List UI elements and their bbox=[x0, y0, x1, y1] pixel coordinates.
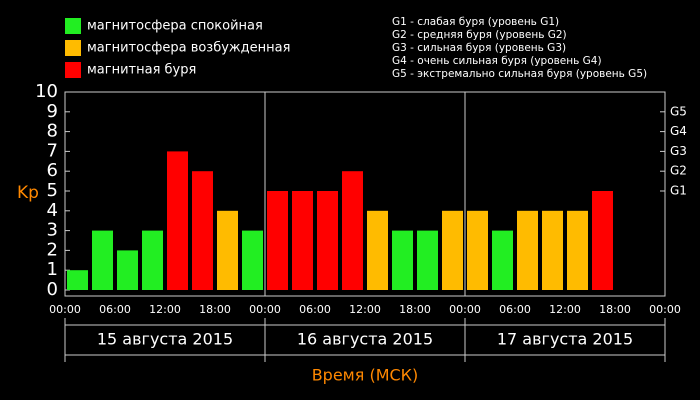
x-tick-label: 18:00 bbox=[399, 303, 431, 316]
x-tick-label: 00:00 bbox=[249, 303, 281, 316]
y2-tick-label: G3 bbox=[670, 144, 687, 158]
legend-swatch bbox=[65, 18, 81, 34]
y-tick-label: 0 bbox=[47, 279, 58, 300]
bar bbox=[467, 210, 488, 290]
y-tick-label: 9 bbox=[47, 101, 58, 122]
bar bbox=[417, 230, 438, 290]
y-tick-label: 4 bbox=[47, 200, 58, 221]
bar bbox=[167, 151, 188, 290]
y-tick-label: 6 bbox=[47, 160, 58, 181]
x-tick-label: 00:00 bbox=[449, 303, 481, 316]
bar bbox=[142, 230, 163, 290]
storm-level-note: G2 - средняя буря (уровень G2) bbox=[392, 29, 567, 41]
y-tick-label: 3 bbox=[47, 220, 58, 241]
bar bbox=[367, 210, 388, 290]
plot-frame bbox=[64, 91, 666, 297]
x-tick-label: 12:00 bbox=[149, 303, 181, 316]
y2-tick-label: G1 bbox=[670, 184, 687, 198]
bar bbox=[442, 210, 463, 290]
bar bbox=[92, 230, 113, 290]
bar bbox=[492, 230, 513, 290]
bar bbox=[242, 230, 263, 290]
bar bbox=[592, 191, 613, 290]
bar bbox=[67, 270, 88, 290]
y-axis-label: Kp bbox=[17, 183, 39, 203]
legend-swatch bbox=[65, 40, 81, 56]
legend-label: магнитная буря bbox=[87, 63, 196, 78]
day-label: 15 августа 2015 bbox=[97, 330, 233, 349]
bar bbox=[217, 210, 238, 290]
storm-level-note: G1 - слабая буря (уровень G1) bbox=[392, 16, 559, 28]
bar bbox=[267, 191, 288, 290]
x-tick-label: 06:00 bbox=[499, 303, 531, 316]
x-tick-label: 18:00 bbox=[599, 303, 631, 316]
y-tick-label: 5 bbox=[47, 180, 58, 201]
bar bbox=[342, 171, 363, 290]
storm-level-note: G5 - экстремально сильная буря (уровень … bbox=[392, 68, 647, 80]
legend-swatch bbox=[65, 62, 81, 78]
bar bbox=[392, 230, 413, 290]
x-tick-label: 06:00 bbox=[99, 303, 131, 316]
x-tick-label: 00:00 bbox=[649, 303, 681, 316]
bar bbox=[517, 210, 538, 290]
x-tick-label: 12:00 bbox=[349, 303, 381, 316]
x-axis-label: Время (МСК) bbox=[312, 366, 419, 385]
y-tick-label: 7 bbox=[47, 140, 58, 161]
bar bbox=[117, 250, 138, 290]
y-tick-label: 10 bbox=[35, 81, 58, 102]
y2-tick-label: G5 bbox=[670, 104, 687, 118]
y2-tick-label: G2 bbox=[670, 164, 687, 178]
bar bbox=[192, 171, 213, 290]
day-label: 16 августа 2015 bbox=[297, 330, 433, 349]
legend-label: магнитосфера спокойная bbox=[87, 19, 263, 34]
y-tick-label: 8 bbox=[47, 121, 58, 142]
y-tick-label: 1 bbox=[47, 259, 58, 280]
x-tick-label: 12:00 bbox=[549, 303, 581, 316]
bar bbox=[292, 191, 313, 290]
bar bbox=[317, 191, 338, 290]
storm-level-note: G3 - сильная буря (уровень G3) bbox=[392, 42, 566, 54]
y2-tick-label: G4 bbox=[670, 124, 687, 138]
bar bbox=[567, 210, 588, 290]
bar bbox=[542, 210, 563, 290]
storm-level-note: G4 - очень сильная буря (уровень G4) bbox=[392, 55, 602, 67]
y-tick-label: 2 bbox=[47, 239, 58, 260]
day-label: 17 августа 2015 bbox=[497, 330, 633, 349]
x-tick-label: 00:00 bbox=[49, 303, 81, 316]
legend-label: магнитосфера возбужденная bbox=[87, 41, 290, 56]
x-tick-label: 18:00 bbox=[199, 303, 231, 316]
x-tick-label: 06:00 bbox=[299, 303, 331, 316]
